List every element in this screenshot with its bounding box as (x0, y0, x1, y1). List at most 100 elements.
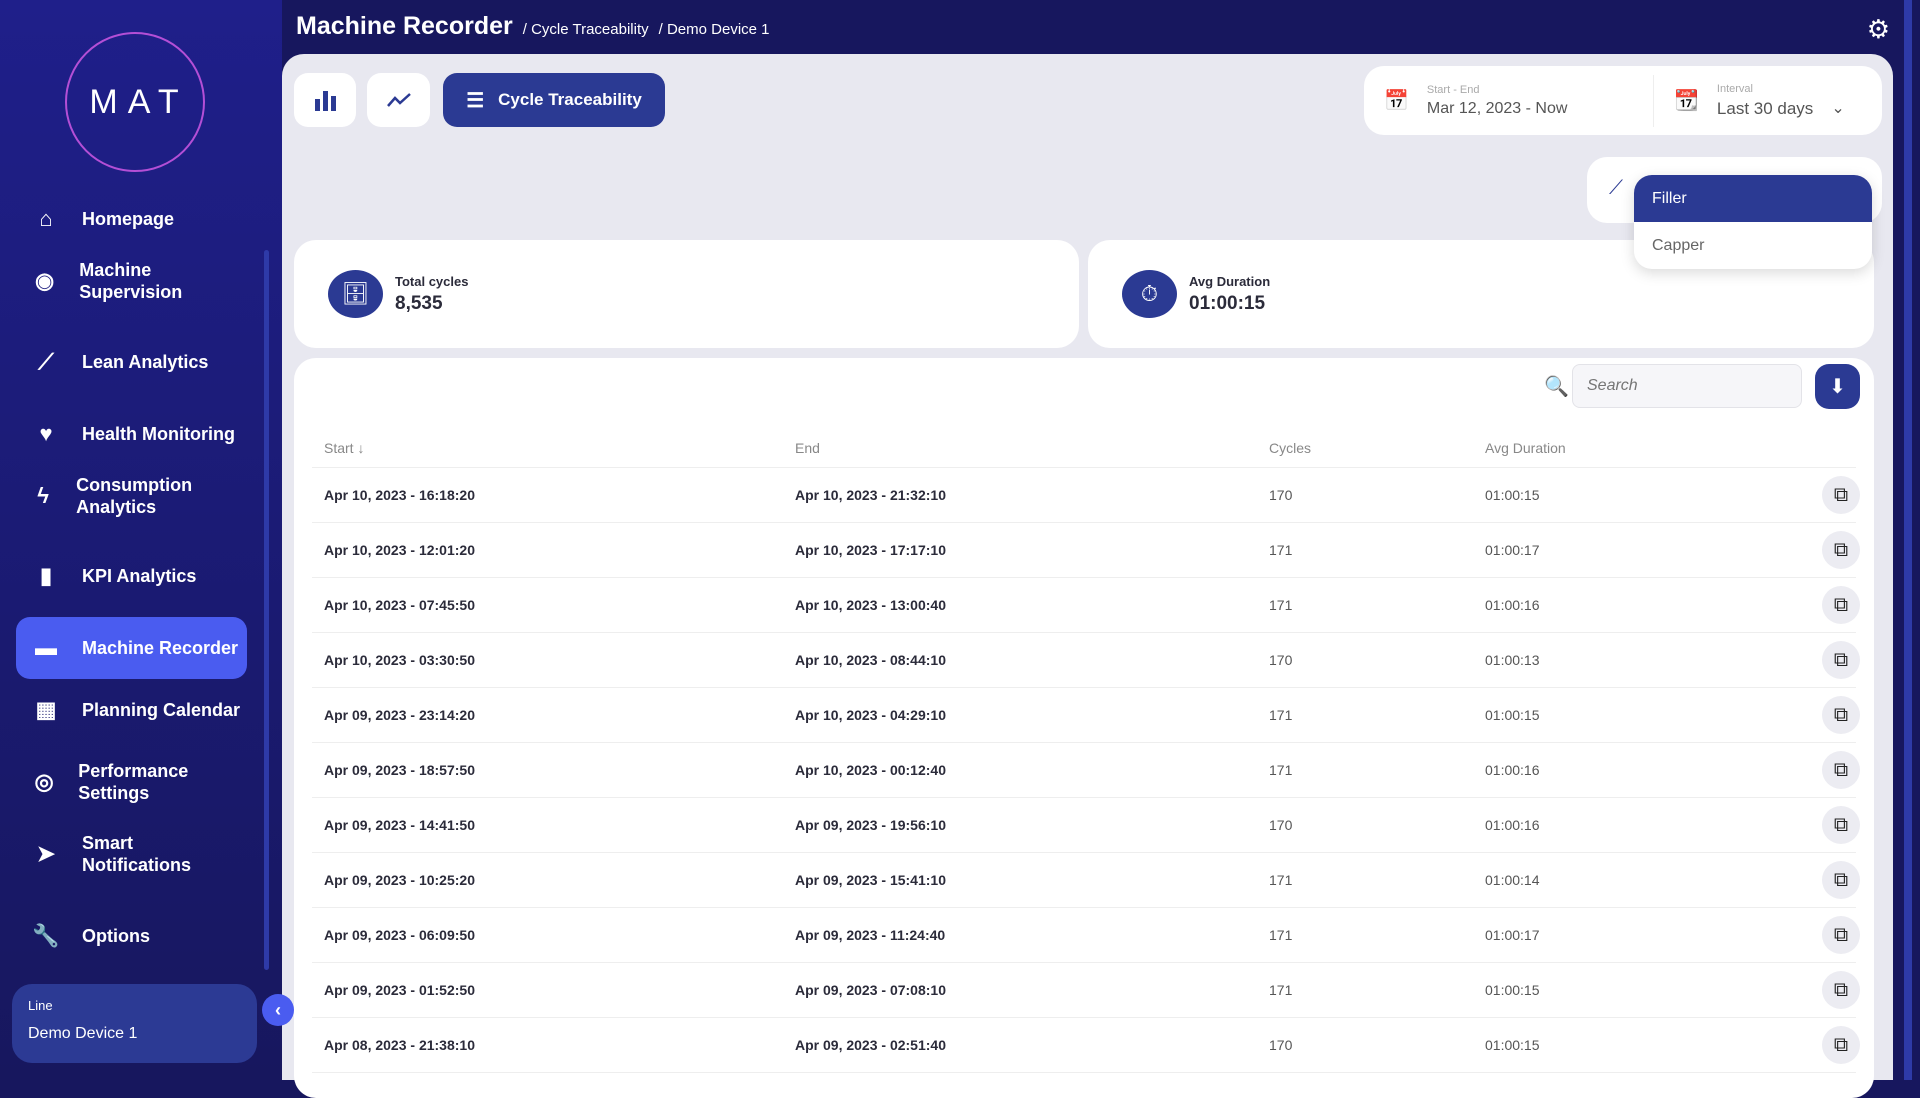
sidebar-item-machine-recorder[interactable]: ▬ Machine Recorder (16, 617, 247, 679)
sidebar-item-lean-analytics[interactable]: ⟋ Lean Analytics (16, 340, 247, 384)
table-row[interactable]: Apr 10, 2023 - 03:30:50 Apr 10, 2023 - 08… (312, 633, 1860, 688)
sidebar-item-consumption-analytics[interactable]: ϟ Consumption Analytics (16, 474, 247, 518)
cell-end: Apr 09, 2023 - 02:51:40 (795, 1037, 946, 1053)
page-scrollbar[interactable] (1904, 0, 1912, 1080)
open-external-icon[interactable]: ⧉ (1822, 971, 1860, 1009)
sidebar-item-label: KPI Analytics (82, 566, 197, 586)
cell-start: Apr 09, 2023 - 06:09:50 (324, 927, 475, 943)
search-icon: 🔍 (1544, 376, 1569, 398)
avg-duration-value: 01:00:15 (1189, 292, 1266, 314)
line-selector[interactable]: Line Demo Device 1 (12, 984, 257, 1063)
cycle-traceability-button[interactable]: ☰ Cycle Traceability (443, 73, 665, 127)
open-external-icon[interactable]: ⧉ (1822, 806, 1860, 844)
open-external-icon[interactable]: ⧉ (1822, 696, 1860, 734)
trend-icon: ⟋ (1609, 177, 1623, 199)
gauge-icon: ◎ (34, 769, 54, 794)
cell-end: Apr 09, 2023 - 19:56:10 (795, 817, 946, 833)
header-start[interactable]: Start ↓ (324, 439, 365, 456)
table-row[interactable]: Apr 09, 2023 - 10:25:20 Apr 09, 2023 - 15… (312, 853, 1860, 908)
bar-chart-view-button[interactable] (294, 73, 356, 127)
table-row[interactable]: Apr 10, 2023 - 16:18:20 Apr 10, 2023 - 21… (312, 468, 1860, 523)
cell-cycles: 170 (1269, 1037, 1293, 1053)
cell-start: Apr 10, 2023 - 07:45:50 (324, 597, 475, 613)
open-external-icon[interactable]: ⧉ (1822, 531, 1860, 569)
cell-start: Apr 08, 2023 - 21:38:10 (324, 1037, 475, 1053)
home-icon: ⌂ (39, 206, 53, 231)
cell-avg-duration: 01:00:15 (1485, 707, 1540, 723)
download-icon: ⬇ (1829, 376, 1846, 398)
open-external-icon[interactable]: ⧉ (1822, 916, 1860, 954)
sidebar-item-homepage[interactable]: ⌂ Homepage (16, 197, 247, 241)
cell-cycles: 171 (1269, 927, 1293, 943)
interval-select[interactable]: 📆 Interval Last 30 days ⌄ (1654, 66, 1882, 135)
sidebar-scrollbar[interactable] (264, 250, 269, 970)
table-row[interactable]: Apr 08, 2023 - 21:38:10 Apr 09, 2023 - 02… (312, 1018, 1860, 1073)
sidebar-item-label: Homepage (82, 209, 175, 229)
table-row[interactable]: Apr 09, 2023 - 01:52:50 Apr 09, 2023 - 07… (312, 963, 1860, 1018)
dropdown-option-filler[interactable]: Filler (1634, 175, 1872, 222)
eye-icon: ◉ (35, 268, 55, 293)
calendar-icon: ▦ (35, 697, 57, 722)
table-row[interactable]: Apr 10, 2023 - 12:01:20 Apr 10, 2023 - 17… (312, 523, 1860, 578)
trend-icon (386, 93, 411, 107)
archive-icon: 🗄 (328, 270, 383, 318)
collapse-sidebar-button[interactable]: ‹ (262, 994, 294, 1026)
cell-avg-duration: 01:00:16 (1485, 597, 1540, 613)
cell-cycles: 171 (1269, 982, 1293, 998)
table-row[interactable]: Apr 09, 2023 - 14:41:50 Apr 09, 2023 - 19… (312, 798, 1860, 853)
cell-start: Apr 09, 2023 - 01:52:50 (324, 982, 475, 998)
table-row[interactable]: Apr 09, 2023 - 06:09:50 Apr 09, 2023 - 11… (312, 908, 1860, 963)
header-cycles[interactable]: Cycles (1269, 439, 1312, 456)
open-external-icon[interactable]: ⧉ (1822, 861, 1860, 899)
cell-avg-duration: 01:00:15 (1485, 1037, 1540, 1053)
sidebar-item-health-monitoring[interactable]: ♥ Health Monitoring (16, 412, 247, 456)
table-header: Start ↓ End Cycles Avg Duration (312, 428, 1856, 468)
trend-view-button[interactable] (367, 73, 430, 127)
sidebar-item-label: Machine Recorder (82, 638, 239, 658)
breadcrumb-item[interactable]: / Demo Device 1 (658, 21, 770, 38)
sidebar-item-kpi-analytics[interactable]: ▮ KPI Analytics (16, 554, 247, 598)
total-cycles-label: Total cycles (395, 273, 469, 289)
cell-cycles: 171 (1269, 597, 1293, 613)
table-row[interactable]: Apr 10, 2023 - 07:45:50 Apr 10, 2023 - 13… (312, 578, 1860, 633)
cell-end: Apr 10, 2023 - 08:44:10 (795, 652, 946, 668)
sidebar-item-planning-calendar[interactable]: ▦ Planning Calendar (16, 688, 247, 732)
sidebar-item-label: Planning Calendar (82, 700, 241, 720)
date-range-picker[interactable]: 📅 Start - End Mar 12, 2023 - Now (1364, 66, 1653, 135)
search-input[interactable] (1572, 364, 1802, 408)
heart-icon: ♥ (39, 421, 53, 446)
header-avg-duration[interactable]: Avg Duration (1485, 439, 1566, 456)
download-button[interactable]: ⬇ (1815, 364, 1860, 409)
interval-value: Last 30 days (1716, 98, 1814, 118)
chevron-left-icon: ‹ (275, 999, 281, 1020)
sidebar-item-performance-settings[interactable]: ◎ Performance Settings (16, 760, 247, 804)
sidebar-item-smart-notifications[interactable]: ➤ Smart Notifications (16, 832, 247, 876)
cell-end: Apr 10, 2023 - 13:00:40 (795, 597, 946, 613)
open-external-icon[interactable]: ⧉ (1822, 641, 1860, 679)
open-external-icon[interactable]: ⧉ (1822, 1026, 1860, 1064)
wrench-icon: 🔧 (32, 923, 60, 948)
calendar-icon: 📆 (1674, 90, 1699, 112)
dropdown-option-capper[interactable]: Capper (1652, 236, 1705, 254)
cell-start: Apr 10, 2023 - 16:18:20 (324, 487, 475, 503)
breadcrumb-item[interactable]: / Cycle Traceability (522, 21, 649, 38)
header-end[interactable]: End (795, 439, 820, 456)
open-external-icon[interactable]: ⧉ (1822, 751, 1860, 789)
cell-cycles: 170 (1269, 652, 1293, 668)
table-row[interactable]: Apr 09, 2023 - 23:14:20 Apr 10, 2023 - 04… (312, 688, 1860, 743)
avg-duration-label: Avg Duration (1189, 273, 1271, 289)
cell-cycles: 170 (1269, 817, 1293, 833)
gear-icon[interactable]: ⚙ (1866, 14, 1890, 44)
sidebar-item-machine-supervision[interactable]: ◉ Machine Supervision (16, 259, 247, 303)
open-external-icon[interactable]: ⧉ (1822, 476, 1860, 514)
menu-icon: ☰ (466, 89, 485, 112)
sidebar-item-options[interactable]: 🔧 Options (16, 914, 247, 958)
cell-end: Apr 10, 2023 - 17:17:10 (795, 542, 946, 558)
cell-avg-duration: 01:00:17 (1485, 542, 1540, 558)
open-external-icon[interactable]: ⧉ (1822, 586, 1860, 624)
table-row[interactable]: Apr 09, 2023 - 18:57:50 Apr 10, 2023 - 00… (312, 743, 1860, 798)
cell-start: Apr 10, 2023 - 12:01:20 (324, 542, 475, 558)
cell-start: Apr 09, 2023 - 14:41:50 (324, 817, 475, 833)
cell-start: Apr 10, 2023 - 03:30:50 (324, 652, 475, 668)
cell-cycles: 170 (1269, 487, 1293, 503)
